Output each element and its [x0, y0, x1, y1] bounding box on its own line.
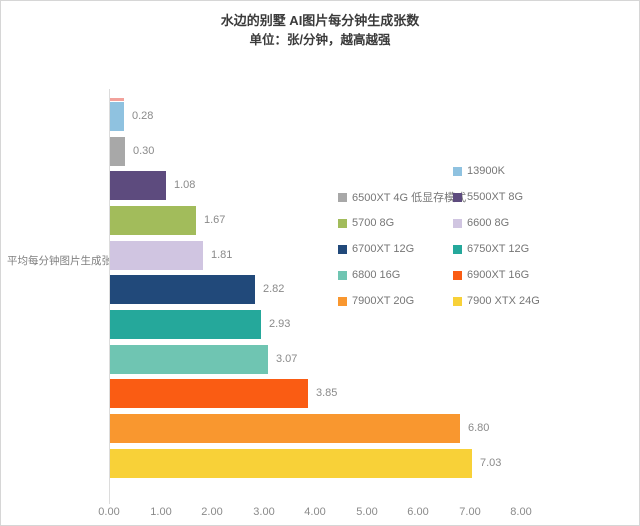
- clipped-top-bar: [110, 98, 124, 101]
- legend-label: 5500XT 8G: [467, 191, 524, 203]
- bar-6800-16G: [110, 345, 268, 374]
- legend-swatch-icon: [338, 296, 347, 306]
- bar-6500XT-4G-低显存模式: [110, 137, 125, 166]
- x-tick-label: 6.00: [407, 506, 429, 518]
- legend-item-5500XT-8G: 5500XT 8G: [453, 191, 540, 203]
- legend-item-6700XT-12G: 6700XT 12G: [338, 243, 453, 255]
- bar-value-label: 6.80: [468, 422, 490, 434]
- legend-label: 6700XT 12G: [352, 243, 415, 255]
- bar-5500XT-8G: [110, 171, 166, 200]
- chart-title: 水边的别墅 AI图片每分钟生成张数: [220, 13, 420, 28]
- bar-value-label: 3.85: [316, 387, 338, 399]
- x-tick-label: 8.00: [510, 506, 532, 518]
- legend-swatch-icon: [338, 218, 347, 228]
- legend: 13900K 6500XT 4G 低显存模式 5500XT 8G 5700 8G 660…: [338, 158, 540, 314]
- legend-swatch-icon: [338, 270, 347, 280]
- legend-item-7900-XTX-24G: 7900 XTX 24G: [453, 295, 540, 307]
- legend-swatch-icon: [453, 166, 462, 176]
- legend-item-6600-8G: 6600 8G: [453, 217, 540, 229]
- bar-7900-XTX-24G: [110, 449, 472, 478]
- legend-swatch-icon: [453, 244, 462, 254]
- legend-label: 7900XT 20G: [352, 295, 415, 307]
- chart-subtitle: 单位：张/分钟，越高越强: [249, 33, 391, 47]
- x-tick-label: 5.00: [356, 506, 378, 518]
- legend-label: 6800 16G: [352, 269, 401, 281]
- bar-value-label: 1.08: [174, 179, 196, 191]
- legend-item-6900XT-16G: 6900XT 16G: [453, 269, 540, 281]
- bar-value-label: 7.03: [480, 457, 502, 469]
- legend-label: 7900 XTX 24G: [467, 295, 540, 307]
- x-tick-label: 4.00: [304, 506, 326, 518]
- legend-swatch-icon: [453, 192, 462, 202]
- legend-item-13900K: 13900K: [453, 165, 540, 177]
- legend-item-6800-16G: 6800 16G: [338, 269, 453, 281]
- legend-swatch-icon: [453, 296, 462, 306]
- legend-swatch-icon: [338, 192, 347, 202]
- bar-row: 7.03: [110, 449, 610, 478]
- legend-item-5700-8G: 5700 8G: [338, 217, 453, 229]
- bar-row: 1.67: [110, 206, 610, 235]
- bar-row: 2.82: [110, 275, 610, 304]
- plot-area: 0.28 0.30 1.08 1.67 1.81 2.82 2.93 3.07 3.85 6.80…: [109, 89, 610, 504]
- x-tick-label: 2.00: [201, 506, 223, 518]
- bar-row: 3.07: [110, 345, 610, 374]
- legend-label: 6900XT 16G: [467, 269, 530, 281]
- bar-row: 0.28: [110, 102, 610, 131]
- x-tick-label: 1.00: [150, 506, 172, 518]
- legend-swatch-icon: [338, 244, 347, 254]
- legend-label: 6500XT 4G 低显存模式: [352, 192, 467, 204]
- bar-value-label: 0.30: [133, 145, 155, 157]
- bar-row: 3.85: [110, 379, 610, 408]
- legend-swatch-icon: [453, 218, 462, 228]
- bar-value-label: 2.93: [269, 318, 291, 330]
- x-tick-label: 0.00: [98, 506, 120, 518]
- legend-label: 5700 8G: [352, 217, 395, 229]
- bar-value-label: 2.82: [263, 283, 285, 295]
- bar-13900K: [110, 102, 124, 131]
- legend-item-6500XT-4G-低显存模式: 6500XT 4G 低显存模式: [338, 189, 466, 205]
- x-tick-label: 3.00: [253, 506, 275, 518]
- bar-row: 6.80: [110, 414, 610, 443]
- bar-row: 2.93: [110, 310, 610, 339]
- bar-6900XT-16G: [110, 379, 308, 408]
- bar-5700-8G: [110, 206, 196, 235]
- x-tick-label: 7.00: [459, 506, 481, 518]
- bar-row: 0.30: [110, 137, 610, 166]
- legend-label: 6750XT 12G: [467, 243, 530, 255]
- bar-value-label: 3.07: [276, 353, 298, 365]
- x-axis: 0.00 1.00 2.00 3.00 4.00 5.00 6.00 7.00 8.00: [98, 506, 531, 521]
- legend-item-6750XT-12G: 6750XT 12G: [453, 243, 540, 255]
- bar-6600-8G: [110, 241, 203, 270]
- bar-6700XT-12G: [110, 275, 255, 304]
- category-axis-label: 平均每分钟图片生成张数: [7, 255, 123, 267]
- bar-row: 1.81: [110, 241, 610, 270]
- legend-swatch-icon: [453, 270, 462, 280]
- bar-6750XT-12G: [110, 310, 261, 339]
- legend-item-7900XT-20G: 7900XT 20G: [338, 295, 453, 307]
- bar-row: 1.08: [110, 171, 610, 200]
- bar-value-label: 1.81: [211, 249, 233, 261]
- legend-label: 6600 8G: [467, 217, 510, 229]
- bar-7900XT-20G: [110, 414, 460, 443]
- legend-label: 13900K: [467, 165, 505, 177]
- bar-value-label: 0.28: [132, 110, 154, 122]
- bar-value-label: 1.67: [204, 214, 226, 226]
